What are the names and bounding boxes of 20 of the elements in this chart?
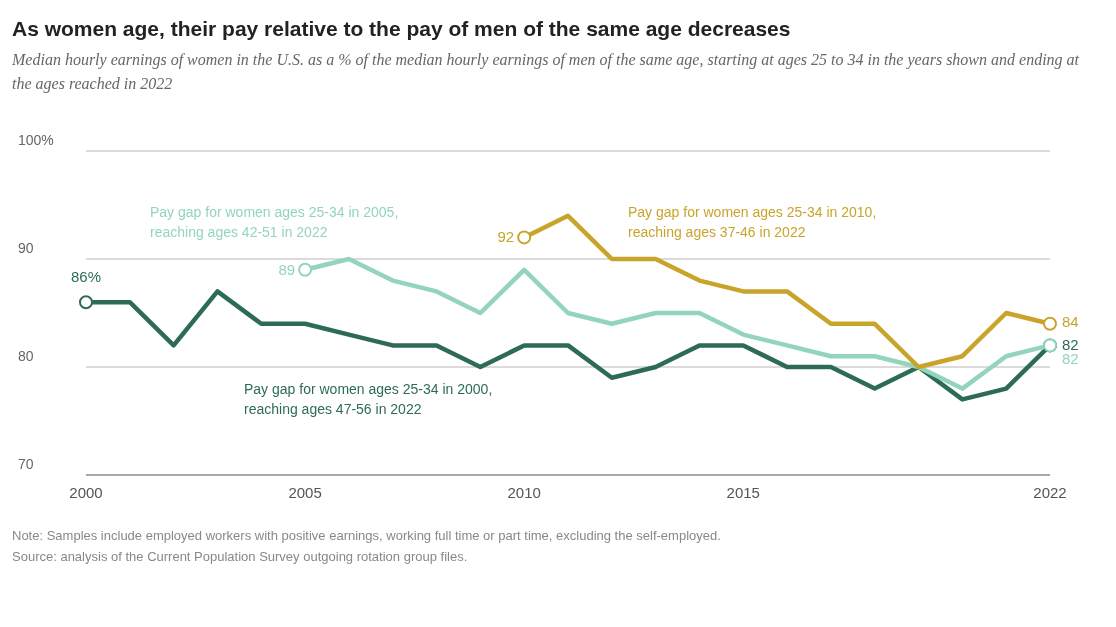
- text: Pay gap for women ages 25-34 in 2005, reaching ages 42-51 in 2022: [150, 204, 399, 240]
- y-tick-label: 80: [18, 348, 34, 364]
- series-label: Pay gap for women ages 25-34 in 2010, reaching ages 37-46 in 2022: [628, 204, 877, 240]
- text: Note: Samples include employed workers with positive earnings, working full time or part time, excluding the self-employed.: [12, 528, 721, 543]
- y-tick-label: 70: [18, 456, 34, 472]
- data-label: 84: [1062, 312, 1079, 330]
- y-tick-label: 90: [18, 240, 34, 256]
- x-tick-label: 2000: [69, 484, 103, 501]
- x-tick-label: 2015: [726, 484, 760, 501]
- series-label: Pay gap for women ages 25-34 in 2000, reaching ages 47-56 in 2022: [244, 381, 493, 417]
- chart-title: As women age, their pay relative to the pay of men of the same age decreases: [12, 17, 791, 40]
- source-note: Source: analysis of the Current Population Survey outgoing rotation group files.: [12, 549, 468, 564]
- chart-subtitle: Median hourly earnings of women in the U.S. as a % of the median hourly earnings of men of the same age, starting at ages 25 to 34 in the years shown and ending at the ages reached in 2022: [12, 50, 1080, 95]
- data-label: 86%: [70, 268, 102, 286]
- data-label: 89: [278, 260, 296, 278]
- x-tick-label: 2010: [507, 484, 541, 501]
- x-tick-label: 2005: [288, 484, 322, 501]
- x-tick-label: 2022: [1033, 484, 1067, 501]
- y-tick-label: 100%: [18, 132, 54, 148]
- data-label: 92: [497, 228, 515, 246]
